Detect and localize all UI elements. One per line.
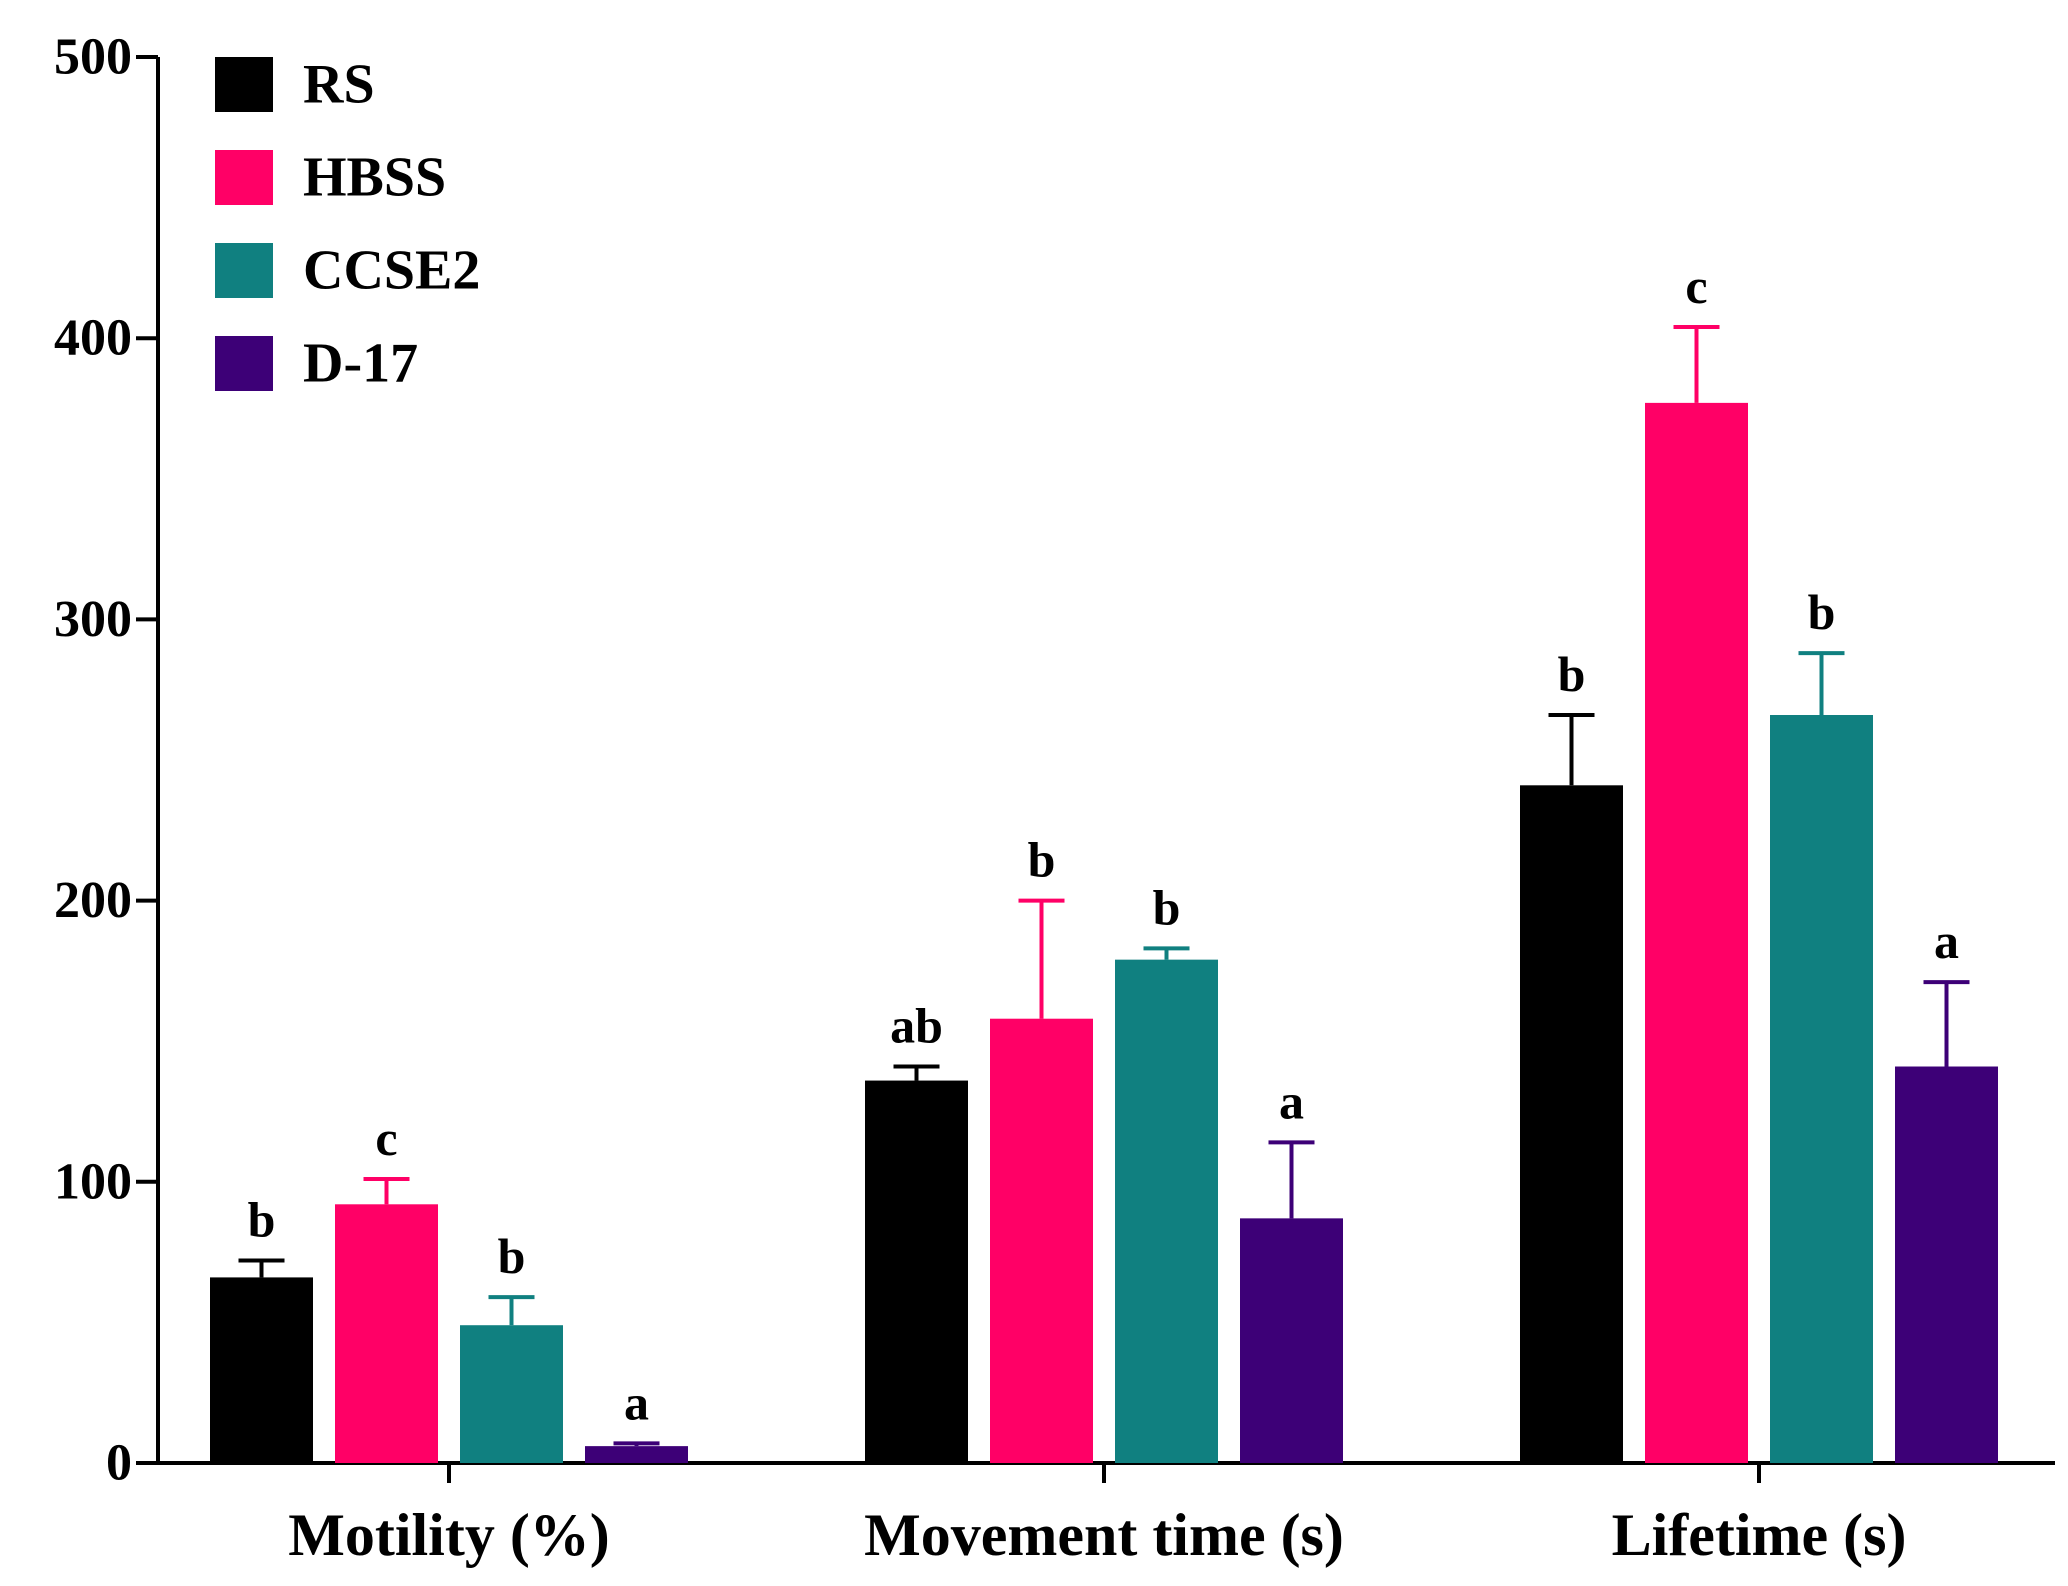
legend-swatch (215, 243, 273, 298)
significance-letter: c (1685, 258, 1707, 314)
bar (1770, 715, 1873, 1463)
bar (585, 1446, 688, 1463)
significance-letter: ab (890, 998, 943, 1054)
legend: RS HBSS CCSE2 D-17 (215, 54, 480, 395)
y-tick-label: 400 (54, 310, 132, 367)
y-tick-label: 0 (106, 1435, 132, 1492)
y-axis: 0 100 200 300 400 500 (54, 29, 160, 1492)
legend-label: CCSE2 (303, 240, 480, 302)
bar (1115, 959, 1218, 1463)
significance-letter: b (1153, 879, 1181, 935)
bar (460, 1325, 563, 1463)
significance-letter: b (498, 1228, 526, 1284)
y-tick-label: 200 (54, 872, 132, 929)
bar (990, 1018, 1093, 1463)
significance-letter: b (1028, 832, 1056, 888)
bar (1240, 1218, 1343, 1463)
legend-swatch (215, 150, 273, 205)
x-category-label: Lifetime (s) (1612, 1502, 1907, 1568)
significance-letter: a (1279, 1073, 1304, 1129)
x-category-label: Movement time (s) (864, 1502, 1344, 1568)
x-axis: Motility (%) Movement time (s) Lifetime (s… (158, 1461, 2055, 1568)
bar (1895, 1066, 1998, 1463)
y-tick-label: 300 (54, 591, 132, 648)
y-tick-label: 100 (54, 1153, 132, 1210)
bar (335, 1204, 438, 1463)
significance-letter: a (624, 1374, 649, 1430)
legend-label: D-17 (303, 333, 418, 395)
legend-swatch (215, 336, 273, 391)
bar (1645, 402, 1748, 1464)
bar (865, 1080, 968, 1463)
bar (210, 1277, 313, 1463)
legend-label: RS (303, 54, 375, 116)
legend-label: HBSS (303, 147, 446, 209)
x-category-label: Motility (%) (288, 1502, 610, 1568)
significance-letter: b (248, 1192, 276, 1248)
y-tick-label: 500 (54, 29, 132, 86)
legend-swatch (215, 57, 273, 112)
significance-letter: b (1808, 584, 1836, 640)
significance-letter: a (1934, 913, 1959, 969)
bar (1520, 785, 1623, 1463)
significance-letter: b (1558, 646, 1586, 702)
significance-letter: c (375, 1110, 397, 1166)
